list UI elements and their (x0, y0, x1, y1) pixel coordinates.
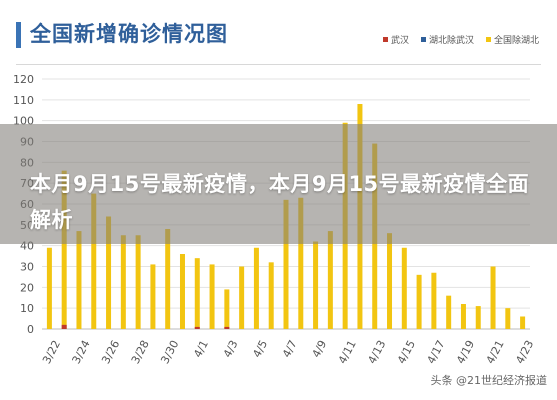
x-tick-label: 3/22 (40, 338, 63, 366)
legend-swatch-hubei-ex-wuhan (420, 37, 426, 42)
bar-national-ex-hubei (268, 262, 274, 329)
title-accent-bar (16, 22, 21, 48)
legend-label-hubei-ex-wuhan: 湖北除武汉 (428, 36, 474, 46)
bar-national-ex-hubei (165, 229, 171, 329)
legend-item-national-ex-hubei: 全国除湖北 (485, 33, 539, 46)
x-tick-label: 4/5 (250, 338, 270, 360)
bar-wuhan (224, 326, 230, 329)
legend-label-national-ex-hubei: 全国除湖北 (493, 36, 539, 46)
y-tick-label: 10 (20, 302, 34, 315)
x-tick-label: 4/7 (280, 338, 300, 360)
legend-swatch-national-ex-hubei (485, 37, 491, 42)
bar-national-ex-hubei (150, 264, 156, 329)
bar-national-ex-hubei (46, 247, 52, 329)
chart-title: 全国新增确诊情况图 (30, 22, 228, 46)
y-tick-label: 30 (20, 261, 34, 274)
bar-national-ex-hubei (194, 258, 200, 329)
bar-national-ex-hubei (224, 289, 230, 329)
legend-label-wuhan: 武汉 (390, 36, 409, 46)
x-tick-label: 3/24 (70, 338, 93, 366)
bar-national-ex-hubei (91, 193, 97, 329)
title-divider (16, 64, 541, 65)
legend-swatch-wuhan (382, 37, 388, 42)
bar-national-ex-hubei (387, 233, 393, 329)
y-tick-label: 120 (13, 73, 34, 86)
x-tick-label: 4/21 (484, 338, 507, 366)
headline-overlay (0, 124, 557, 244)
x-tick-label: 4/1 (191, 338, 211, 360)
bar-national-ex-hubei (416, 274, 422, 329)
bar-national-ex-hubei (106, 216, 112, 329)
bar-wuhan (194, 326, 200, 329)
bar-national-ex-hubei (239, 266, 245, 329)
x-tick-label: 3/28 (129, 338, 152, 366)
watermark: 头条 @21世纪经济报道 (430, 374, 548, 387)
bar-national-ex-hubei (135, 235, 141, 329)
y-tick-label: 0 (27, 323, 34, 336)
bar-national-ex-hubei (120, 235, 126, 329)
bar-national-ex-hubei (431, 272, 437, 329)
bar-national-ex-hubei (253, 247, 259, 329)
x-tick-label: 3/30 (158, 338, 181, 366)
legend-item-hubei-ex-wuhan: 湖北除武汉 (420, 33, 474, 46)
x-tick-label: 3/26 (99, 338, 122, 366)
x-tick-label: 4/19 (454, 338, 477, 366)
bar-national-ex-hubei (313, 241, 319, 329)
bar-national-ex-hubei (298, 197, 304, 329)
y-tick-label: 20 (20, 281, 34, 294)
x-tick-label: 4/9 (309, 338, 329, 360)
bar-national-ex-hubei (446, 295, 452, 329)
bar-national-ex-hubei (401, 247, 407, 329)
bar-national-ex-hubei (327, 231, 333, 329)
bar-national-ex-hubei (179, 254, 185, 329)
bar-national-ex-hubei (76, 231, 82, 329)
x-tick-label: 4/11 (336, 338, 359, 366)
bar-national-ex-hubei (460, 304, 466, 329)
legend-item-wuhan: 武汉 (382, 33, 409, 46)
bar-national-ex-hubei (520, 316, 526, 329)
y-tick-label: 110 (13, 94, 34, 107)
bar-national-ex-hubei (475, 306, 481, 329)
chart-legend: 武汉 湖北除武汉 全国除湖北 (382, 33, 539, 46)
x-tick-label: 4/3 (221, 338, 241, 360)
x-tick-label: 4/15 (395, 338, 418, 366)
bar-national-ex-hubei (505, 308, 511, 329)
bar-national-ex-hubei (283, 199, 289, 329)
bar-national-ex-hubei (61, 170, 67, 329)
x-tick-label: 4/13 (365, 338, 388, 366)
headline-text: 本月9月15号最新疫情，本月9月15号最新疫情全面解析 (30, 172, 530, 232)
x-tick-label: 4/17 (425, 338, 448, 366)
x-tick-label: 4/23 (513, 338, 536, 366)
bar-national-ex-hubei (490, 266, 496, 329)
bar-national-ex-hubei (209, 264, 215, 329)
bar-wuhan (61, 324, 67, 329)
